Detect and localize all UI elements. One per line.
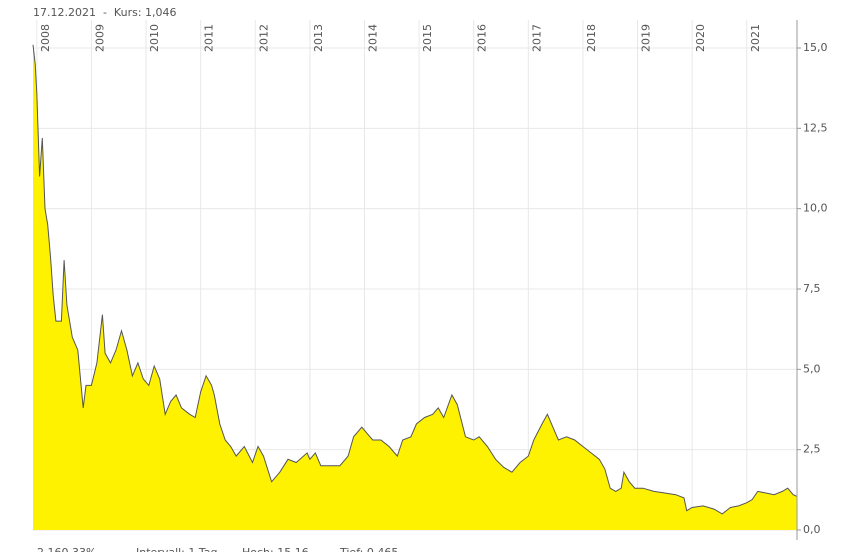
x-tick-label: 2018 <box>585 24 598 52</box>
x-tick-label: 2021 <box>749 24 762 52</box>
footer-text: Hoch: 15,16 <box>242 546 309 552</box>
x-tick-label: 2011 <box>203 24 216 52</box>
y-tick-label: 7,5 <box>803 282 821 295</box>
x-tick-label: 2020 <box>694 24 707 52</box>
y-tick-label: 0,0 <box>803 523 821 536</box>
x-tick-label: 2013 <box>312 24 325 52</box>
x-tick-label: 2016 <box>476 24 489 52</box>
x-tick-label: 2019 <box>640 24 653 52</box>
y-tick-label: 5,0 <box>803 362 821 375</box>
chart-title: 17.12.2021 - Kurs: 1,046 <box>33 6 177 19</box>
x-tick-label: 2008 <box>39 24 52 52</box>
footer-text: Intervall: 1 Tag <box>136 546 218 552</box>
y-tick-label: 12,5 <box>803 121 828 134</box>
x-tick-label: 2015 <box>421 24 434 52</box>
x-tick-label: 2009 <box>93 24 106 52</box>
x-tick-label: 2017 <box>530 24 543 52</box>
y-tick-label: 2,5 <box>803 443 821 456</box>
area <box>33 44 797 531</box>
y-tick-label: 15,0 <box>803 41 828 54</box>
x-tick-label: 2014 <box>366 24 379 52</box>
x-tick-label: 2010 <box>148 24 161 52</box>
footer-text: Tief: 0,465 <box>339 546 398 552</box>
price-line <box>32 44 798 515</box>
y-tick-label: 10,0 <box>803 202 828 215</box>
x-tick-label: 2012 <box>257 24 270 52</box>
footer-text: -2.160,33% <box>33 546 96 552</box>
